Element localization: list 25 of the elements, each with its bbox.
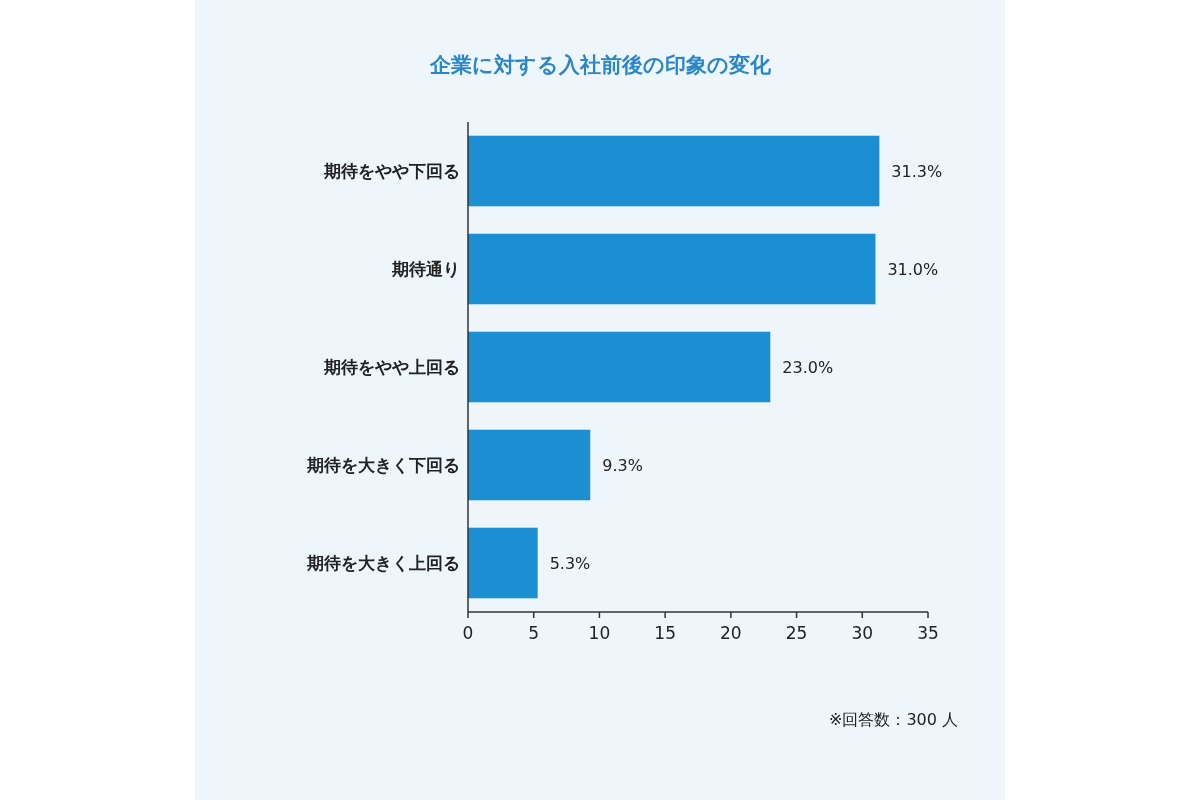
x-tick-label: 35	[917, 623, 939, 643]
data-label: 31.3%	[891, 162, 943, 181]
data-label: 9.3%	[602, 456, 643, 475]
x-tick-label: 5	[528, 623, 540, 643]
bar	[468, 233, 876, 305]
x-tick-label: 20	[720, 623, 742, 643]
y-tick-label: 期待を大きく上回る	[306, 553, 460, 573]
x-tick-label: 30	[851, 623, 874, 643]
x-tick-label: 15	[654, 623, 676, 643]
y-tick-label: 期待通り	[391, 259, 460, 279]
bar	[468, 527, 538, 599]
bar	[468, 429, 591, 501]
x-tick-label: 10	[588, 623, 611, 643]
bar	[468, 135, 880, 207]
data-label: 5.3%	[549, 554, 591, 573]
text: ※回答数：300 人	[828, 710, 958, 729]
y-tick-label: 期待をやや上回る	[323, 357, 460, 377]
bar	[468, 331, 771, 403]
x-tick-label: 25	[785, 623, 808, 643]
x-tick-label: 0	[462, 623, 474, 643]
y-tick-label: 期待をやや下回る	[323, 161, 460, 181]
y-tick-label: 期待を大きく下回る	[306, 455, 460, 475]
data-label: 23.0%	[782, 358, 834, 377]
chart-title: 企業に対する入社前後の印象の変化	[428, 53, 772, 77]
data-label: 31.0%	[887, 260, 939, 279]
